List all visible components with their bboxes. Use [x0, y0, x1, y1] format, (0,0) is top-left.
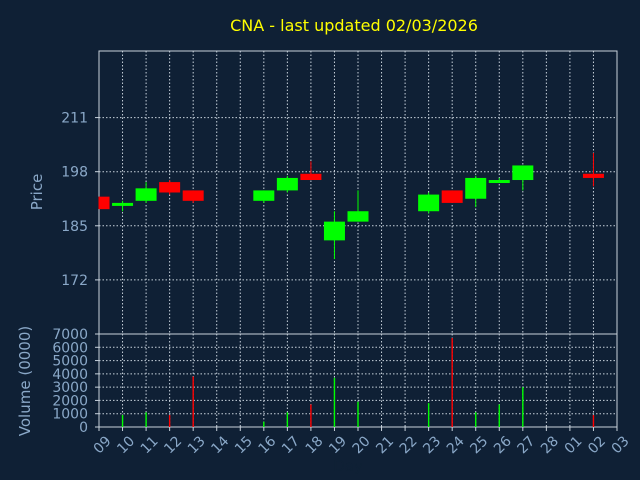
candle-16	[253, 190, 275, 203]
day-tick-label: 02	[585, 433, 609, 457]
candle-23	[418, 192, 440, 214]
volume-tick-label: 3000	[52, 380, 88, 396]
day-tick-label: 28	[538, 433, 562, 457]
day-tick-label: 01	[562, 433, 586, 457]
volume-bars	[121, 337, 595, 427]
candle-body	[512, 165, 534, 181]
day-tick-label: 12	[161, 433, 185, 457]
day-tick-label: 11	[138, 433, 162, 457]
candle-body	[112, 202, 134, 206]
day-tick-label: 20	[350, 433, 374, 457]
day-tick-label: 17	[279, 433, 303, 457]
volume-tick-label: 5000	[52, 354, 88, 370]
day-tick-label: 14	[208, 433, 232, 457]
day-tick-label: 09	[91, 433, 115, 457]
candle-body	[418, 194, 440, 212]
candle-13	[182, 190, 204, 203]
candle-10	[112, 200, 134, 212]
price-tick-label: 198	[61, 165, 88, 181]
day-tick-label: 26	[491, 433, 515, 457]
day-tick-label: 18	[303, 433, 327, 457]
price-tick-label: 172	[61, 273, 88, 289]
price-axis-ticks: 172 185 198 211	[61, 111, 99, 289]
day-axis-label: Day	[333, 457, 363, 475]
candle-02	[582, 152, 604, 187]
candle-body	[300, 173, 322, 181]
candle-09	[98, 196, 110, 210]
candle-body	[159, 182, 181, 193]
candle-body	[347, 211, 369, 222]
volume-tick-label: 1000	[52, 407, 88, 423]
day-tick-label: 10	[114, 433, 138, 457]
day-axis-ticks: 09 10 11 12 13 14 15 16 17 18 19 20 21 22 23 24 25 26 27 28…	[91, 427, 633, 457]
volume-tick-label: 7000	[52, 327, 88, 343]
candle-24	[441, 190, 463, 203]
candle-26	[488, 177, 510, 184]
candle-body	[135, 188, 157, 201]
candle-25	[465, 175, 487, 208]
candle-body	[253, 190, 275, 201]
day-tick-label: 24	[444, 433, 468, 457]
candle-body	[182, 190, 204, 201]
volume-tick-label: 4000	[52, 367, 88, 383]
day-tick-label: 13	[185, 433, 209, 457]
candle-27	[512, 165, 534, 191]
volume-tick-label: 2000	[52, 393, 88, 409]
candle-body	[323, 221, 345, 241]
candle-20	[347, 190, 369, 222]
day-tick-label: 27	[515, 433, 539, 457]
candle-body	[582, 173, 604, 178]
candle-body	[488, 180, 510, 184]
price-tick-label: 185	[61, 219, 88, 235]
day-tick-label: 03	[609, 433, 633, 457]
day-tick-label: 23	[420, 433, 444, 457]
chart-title: CNA - last updated 02/03/2026	[230, 16, 478, 35]
candle-11	[135, 182, 157, 203]
day-tick-label: 15	[232, 433, 256, 457]
price-panel: 172 185 198 211 Price	[28, 50, 618, 335]
day-tick-label: 21	[373, 433, 397, 457]
day-tick-label: 16	[256, 433, 280, 457]
day-tick-label: 19	[326, 433, 350, 457]
candles	[98, 152, 604, 260]
candle-body	[465, 177, 487, 199]
candle-19	[323, 211, 345, 260]
candle-17	[276, 175, 298, 193]
volume-tick-label: 6000	[52, 340, 88, 356]
day-tick-label: 22	[397, 433, 421, 457]
candle-body	[276, 177, 298, 191]
candle-18	[300, 161, 322, 181]
day-tick-label: 25	[467, 433, 491, 457]
candle-body	[441, 190, 463, 203]
candle-body	[99, 196, 110, 210]
price-axis-label: Price	[28, 174, 46, 211]
volume-tick-label: 0	[79, 420, 88, 436]
volume-axis-label: Volume (0000)	[16, 326, 34, 436]
candle-12	[159, 180, 181, 195]
price-tick-label: 211	[61, 111, 88, 127]
